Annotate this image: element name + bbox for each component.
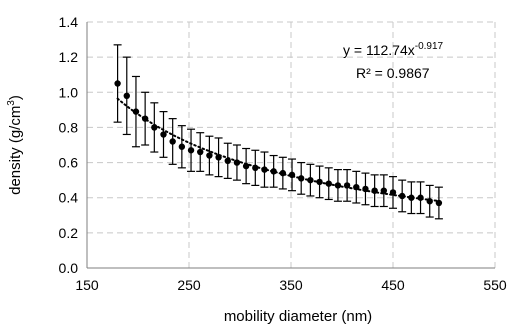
data-point bbox=[178, 143, 186, 150]
data-point bbox=[435, 199, 443, 207]
y-tick-label: 0.2 bbox=[59, 225, 79, 241]
data-point bbox=[160, 131, 167, 138]
data-point bbox=[233, 159, 241, 166]
data-point bbox=[215, 154, 222, 161]
y-tick-label: 0.4 bbox=[59, 190, 79, 206]
trendline-group bbox=[116, 97, 439, 202]
y-tick-label: 0.0 bbox=[59, 260, 79, 276]
equation-exponent: -0.917 bbox=[415, 41, 444, 52]
r-squared-label: R² = 0.9867 bbox=[356, 65, 430, 81]
x-tick-label: 350 bbox=[279, 277, 303, 293]
trendline bbox=[116, 97, 439, 202]
y-axis-title: density (g/cm3) bbox=[6, 95, 24, 195]
y-tick-label: 1.0 bbox=[59, 84, 79, 100]
y-axis-title-sup: 3 bbox=[6, 100, 17, 106]
y-tick-label: 0.8 bbox=[59, 119, 79, 135]
data-point bbox=[270, 168, 277, 175]
data-point bbox=[206, 152, 213, 159]
data-point bbox=[123, 92, 130, 100]
data-point bbox=[114, 80, 121, 87]
x-axis-title: mobility diameter (nm) bbox=[224, 308, 372, 325]
equation-main: y = 112.74x bbox=[343, 42, 415, 58]
data-point bbox=[279, 169, 287, 177]
y-axis-title-main: density (g/cm bbox=[7, 106, 24, 195]
data-point bbox=[353, 183, 360, 191]
data-point bbox=[132, 108, 140, 115]
data-point bbox=[362, 185, 369, 193]
data-point bbox=[187, 147, 195, 154]
data-point bbox=[371, 187, 378, 194]
data-point bbox=[151, 124, 158, 131]
gridlines bbox=[87, 21, 496, 268]
y-tick-labels: 0.0 0.2 0.4 0.6 0.8 1.0 1.2 1.4 bbox=[59, 14, 79, 276]
data-point bbox=[325, 180, 332, 187]
data-point bbox=[169, 138, 176, 145]
data-point bbox=[426, 198, 433, 205]
data-point bbox=[316, 178, 323, 186]
y-tick-label: 1.2 bbox=[59, 49, 79, 65]
y-tick-label: 0.6 bbox=[59, 155, 79, 171]
data-point bbox=[307, 176, 314, 184]
data-point bbox=[252, 164, 259, 172]
y-axis-title-tail: ) bbox=[7, 95, 24, 100]
data-point bbox=[380, 187, 388, 194]
trendline-equation: y = 112.74x-0.917 bbox=[343, 41, 444, 58]
data-point bbox=[242, 162, 250, 170]
data-point bbox=[224, 157, 231, 165]
data-point bbox=[141, 115, 149, 122]
x-tick-label: 250 bbox=[177, 277, 201, 293]
data-points bbox=[114, 80, 443, 207]
x-tick-label: 550 bbox=[483, 277, 507, 293]
y-tick-label: 1.4 bbox=[59, 14, 79, 30]
data-point bbox=[261, 166, 268, 173]
data-point bbox=[398, 192, 406, 200]
data-point bbox=[288, 171, 296, 179]
x-tick-labels: 150 250 350 450 550 bbox=[75, 277, 507, 293]
data-point bbox=[343, 182, 351, 189]
data-point bbox=[197, 148, 204, 156]
data-point bbox=[298, 175, 305, 182]
data-point bbox=[408, 194, 415, 201]
x-tick-label: 150 bbox=[75, 277, 99, 293]
data-point bbox=[334, 182, 342, 189]
data-point bbox=[389, 189, 397, 196]
data-point bbox=[417, 194, 424, 201]
x-tick-label: 450 bbox=[381, 277, 405, 293]
axes bbox=[86, 22, 495, 269]
